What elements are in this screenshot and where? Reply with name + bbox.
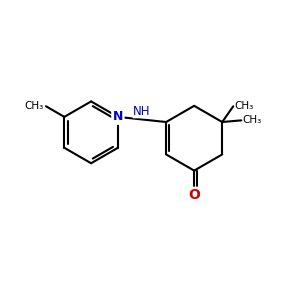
Text: CH₃: CH₃ [24, 101, 44, 111]
Text: CH₃: CH₃ [243, 116, 262, 125]
Text: O: O [188, 188, 200, 202]
Text: N: N [113, 110, 123, 123]
Text: CH₃: CH₃ [235, 101, 254, 111]
Text: NH: NH [133, 105, 151, 118]
